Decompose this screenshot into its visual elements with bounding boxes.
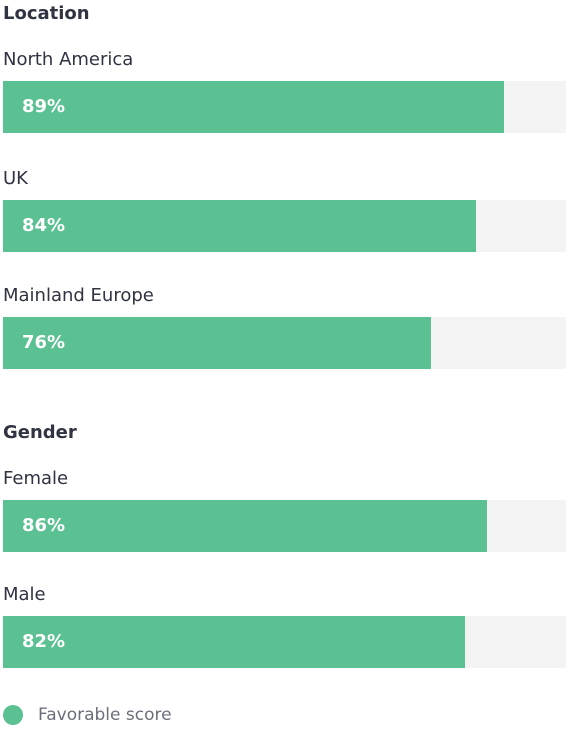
bar-value-north-america: 89% [22,96,66,117]
bar-value-male: 82% [22,631,66,652]
bar-value-female: 86% [22,515,66,536]
bar-male [3,616,465,668]
bar-track-mainland-europe: 76% [3,317,566,369]
bar-label-mainland-europe: Mainland Europe [3,285,154,306]
bar-track-uk: 84% [3,200,566,252]
bar-track-north-america: 89% [3,81,566,133]
section-title-gender: Gender [3,422,77,443]
legend-swatch-favorable-score [3,705,23,725]
chart-legend: Favorable score [3,705,172,725]
bar-value-uk: 84% [22,215,66,236]
bar-track-female: 86% [3,500,566,552]
bar-label-uk: UK [3,168,28,189]
legend-label-favorable-score: Favorable score [38,705,172,725]
bar-female [3,500,488,552]
section-title-location: Location [3,3,90,24]
bar-uk [3,200,476,252]
bar-north-america [3,81,505,133]
bar-label-female: Female [3,468,69,489]
bar-mainland-europe [3,317,431,369]
bar-label-north-america: North America [3,49,134,70]
bar-value-mainland-europe: 76% [22,332,66,353]
bar-label-male: Male [3,584,46,605]
bar-track-male: 82% [3,616,566,668]
